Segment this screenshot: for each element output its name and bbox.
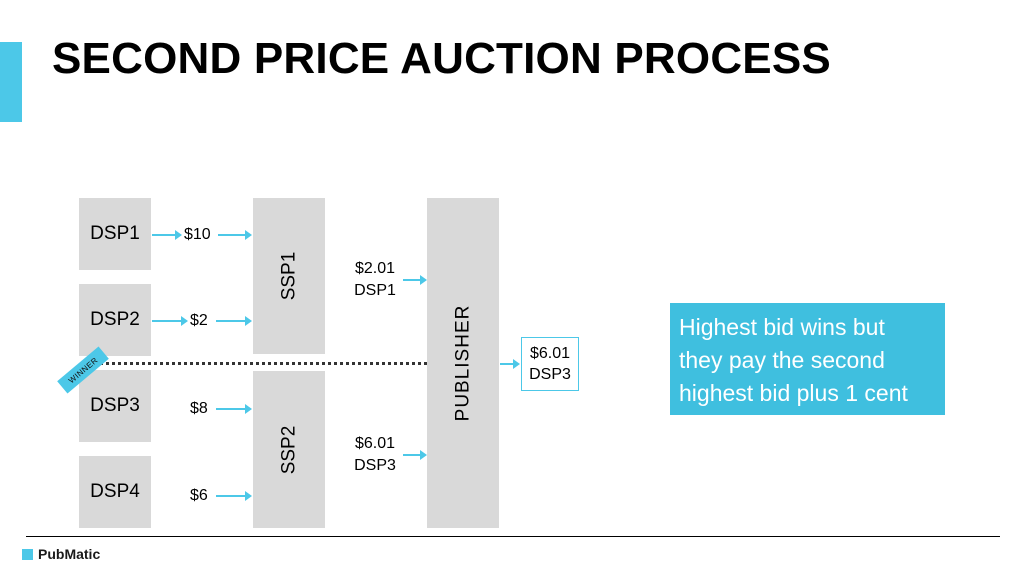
winner-divider xyxy=(100,362,427,365)
info-callout: Highest bid wins but they pay the second… xyxy=(670,303,945,415)
pubmatic-logo: PubMatic xyxy=(22,546,100,562)
ssp2-arrow xyxy=(403,450,427,460)
dsp1-connector xyxy=(152,230,182,240)
dsp3-label: DSP3 xyxy=(90,395,140,416)
footer-divider xyxy=(26,536,1000,537)
result-winner: DSP3 xyxy=(529,366,571,383)
dsp4-arrow xyxy=(216,491,252,501)
ssp2-box: SSP2 xyxy=(253,371,325,528)
ssp1-price: $2.01 xyxy=(354,260,396,277)
dsp1-box: DSP1 xyxy=(79,198,151,270)
ssp2-label: SSP2 xyxy=(278,425,299,474)
dsp4-label: DSP4 xyxy=(90,481,140,502)
logo-square-icon xyxy=(22,548,33,560)
dsp2-connector xyxy=(152,316,188,326)
dsp4-bid: $6 xyxy=(190,487,208,504)
info-line-3: highest bid plus 1 cent xyxy=(679,380,908,406)
dsp2-bid: $2 xyxy=(190,312,208,329)
dsp2-label: DSP2 xyxy=(90,309,140,330)
ssp2-price-label: $6.01 DSP3 xyxy=(347,433,403,477)
ssp2-winner: DSP3 xyxy=(354,457,396,474)
dsp3-arrow xyxy=(216,404,252,414)
ssp1-arrow xyxy=(403,275,427,285)
ssp1-label: SSP1 xyxy=(278,251,299,301)
dsp1-arrow xyxy=(218,230,252,240)
publisher-label: PUBLISHER xyxy=(452,304,474,422)
result-price: $6.01 xyxy=(529,345,571,362)
dsp2-box: DSP2 xyxy=(79,284,151,356)
dsp4-box: DSP4 xyxy=(79,456,151,528)
ssp1-box: SSP1 xyxy=(253,198,325,354)
page-title: SECOND PRICE AUCTION PROCESS xyxy=(52,34,831,83)
ssp1-winner: DSP1 xyxy=(354,282,396,299)
result-box: $6.01 DSP3 xyxy=(521,337,579,391)
info-line-1: Highest bid wins but xyxy=(679,314,885,340)
title-accent-bar xyxy=(0,42,22,122)
dsp3-bid: $8 xyxy=(190,400,208,417)
dsp2-arrow xyxy=(216,316,252,326)
dsp1-bid: $10 xyxy=(184,226,211,243)
ssp1-price-label: $2.01 DSP1 xyxy=(347,258,403,302)
dsp1-label: DSP1 xyxy=(90,223,140,244)
dsp3-box: DSP3 xyxy=(79,370,151,442)
publisher-arrow xyxy=(500,359,520,369)
publisher-box: PUBLISHER xyxy=(427,198,499,528)
info-line-2: they pay the second xyxy=(679,347,885,373)
logo-text: PubMatic xyxy=(38,546,101,562)
ssp2-price: $6.01 xyxy=(354,435,396,452)
